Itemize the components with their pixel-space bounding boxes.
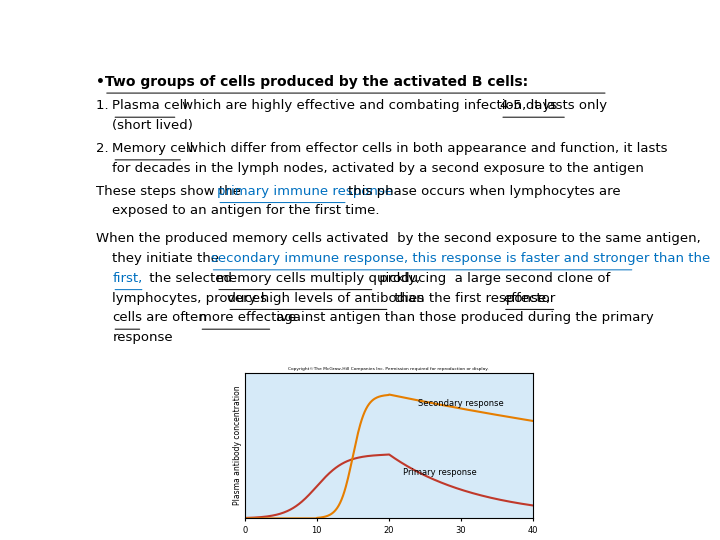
Text: against antigen than those produced during the primary: against antigen than those produced duri…	[272, 311, 654, 325]
Text: •Two groups of cells produced by the activated B cells:: •Two groups of cells produced by the act…	[96, 75, 528, 89]
Text: 4-5 days: 4-5 days	[500, 99, 557, 112]
Text: which are highly effective and combating infection, it lasts only: which are highly effective and combating…	[178, 99, 611, 112]
Y-axis label: Plasma antibody concentration: Plasma antibody concentration	[233, 386, 242, 505]
Text: very high levels of antibodies: very high levels of antibodies	[228, 292, 424, 305]
Text: Primary response: Primary response	[403, 468, 477, 477]
Text: When the produced memory cells activated  by the second exposure to the same ant: When the produced memory cells activated…	[96, 232, 701, 245]
Text: (short lived): (short lived)	[112, 119, 193, 132]
Text: primary immune response: primary immune response	[217, 185, 397, 198]
Text: are often: are often	[143, 311, 212, 325]
Text: memory cells multiply quickly,: memory cells multiply quickly,	[216, 272, 420, 285]
Text: first,: first,	[112, 272, 143, 285]
Text: response: response	[112, 331, 173, 344]
Text: which differ from effector cells in both appearance and function, it lasts: which differ from effector cells in both…	[183, 142, 667, 155]
Text: the selected: the selected	[145, 272, 236, 285]
Text: lymphocytes, produces: lymphocytes, produces	[112, 292, 271, 305]
Text: more effective: more effective	[199, 311, 297, 325]
Title: Copyright©The McGraw-Hill Companies Inc. Permission required for reproduction or: Copyright©The McGraw-Hill Companies Inc.…	[289, 367, 489, 371]
Text: cells: cells	[112, 311, 143, 325]
Text: this phase occurs when lymphocytes are: this phase occurs when lymphocytes are	[348, 185, 621, 198]
Text: Plasma cell: Plasma cell	[112, 99, 187, 112]
Text: than the first response,: than the first response,	[390, 292, 554, 305]
Text: Memory cell: Memory cell	[112, 142, 194, 155]
Text: Dr. Sanaa  Tork: Dr. Sanaa Tork	[312, 460, 426, 474]
Text: secondary immune response, this response is faster and stronger than the: secondary immune response, this response…	[210, 252, 710, 265]
Text: exposed to an antigen for the first time.: exposed to an antigen for the first time…	[112, 205, 380, 218]
Text: 2.: 2.	[96, 142, 112, 155]
Text: effector: effector	[503, 292, 555, 305]
Text: producing  a large second clone of: producing a large second clone of	[374, 272, 610, 285]
Text: These steps show the: These steps show the	[96, 185, 245, 198]
Text: they initiate the: they initiate the	[112, 252, 224, 265]
Text: Secondary response: Secondary response	[418, 399, 503, 408]
Text: for decades in the lymph nodes, activated by a second exposure to the antigen: for decades in the lymph nodes, activate…	[112, 162, 644, 175]
Text: 1.: 1.	[96, 99, 112, 112]
